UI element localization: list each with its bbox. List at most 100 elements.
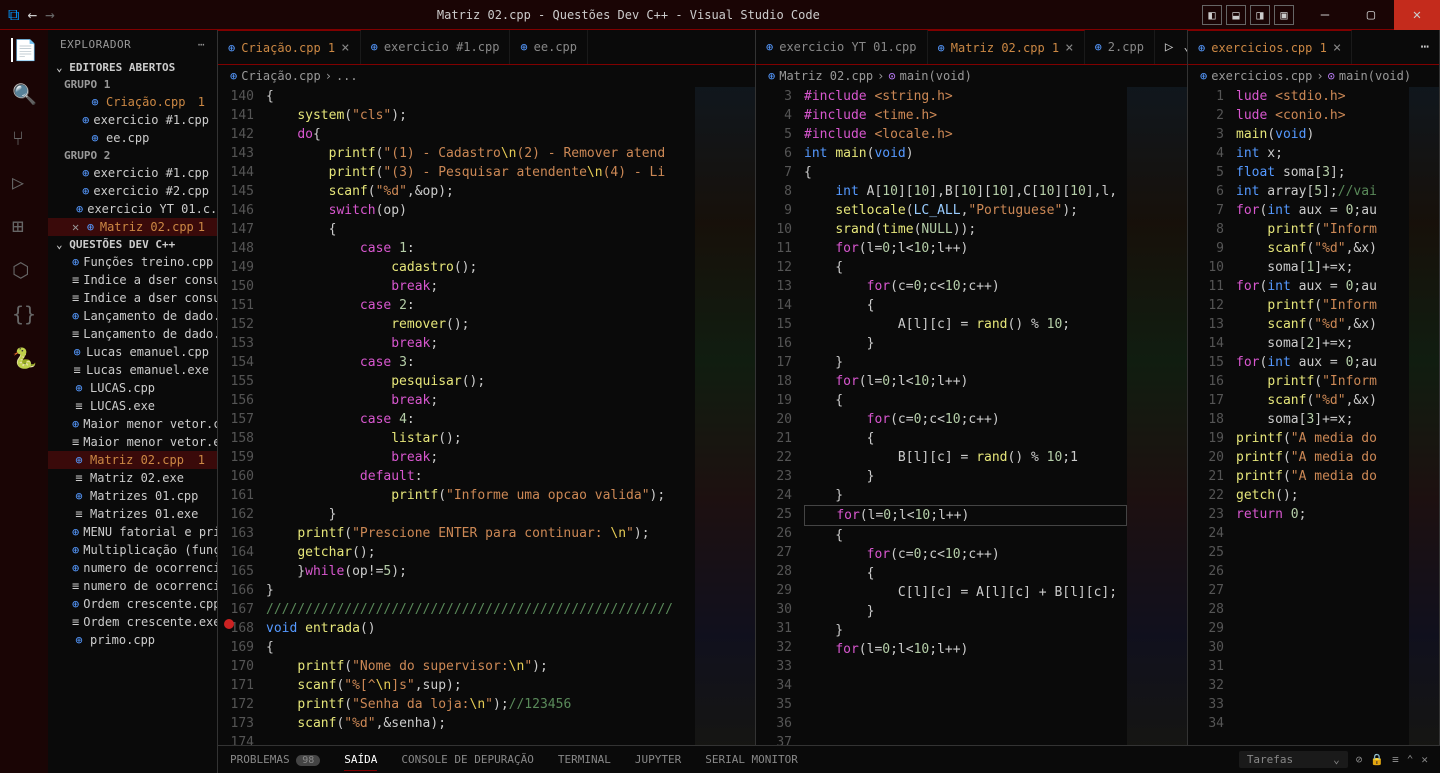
sidebar-item[interactable]: ⊕LUCAS.cpp (48, 379, 217, 397)
close-icon[interactable]: ✕ (72, 220, 81, 234)
layout-icon[interactable]: ⬓ (1226, 5, 1246, 25)
list-icon[interactable]: ≡ (1392, 753, 1399, 766)
debug-icon[interactable]: ▷ (12, 170, 36, 194)
sidebar-item[interactable]: ⊕primo.cpp (48, 631, 217, 649)
sidebar-item[interactable]: ≡Matriz 02.exe (48, 469, 217, 487)
menu-arrow-icon[interactable]: → (45, 5, 55, 24)
sidebar-item[interactable]: ≡numero de ocorrenci... (48, 577, 217, 595)
sidebar-item[interactable]: ⊕Matrizes 01.cpp (48, 487, 217, 505)
breadcrumb-more[interactable]: ... (336, 69, 358, 83)
panel-tab-output[interactable]: SAÍDA (344, 749, 377, 771)
more-icon[interactable]: ⋯ (1421, 39, 1429, 55)
panel-tab-jupyter[interactable]: JUPYTER (635, 749, 681, 770)
editor-tab[interactable]: ⊕Criação.cpp 1× (218, 30, 361, 64)
sidebar-item[interactable]: ≡Indice a dser consulta... (48, 289, 217, 307)
run-icon[interactable]: ▷ (1165, 39, 1173, 55)
file-name: Matriz 02.exe (90, 471, 184, 485)
tab-label: exercicio YT 01.cpp (779, 40, 916, 54)
lock-icon[interactable]: 🔒 (1370, 753, 1384, 766)
layout-icon[interactable]: ◨ (1250, 5, 1270, 25)
dropdown-icon[interactable]: ⌄ (1183, 39, 1187, 55)
editor-tab[interactable]: ⊕2.cpp (1085, 30, 1155, 64)
sidebar-item[interactable]: ⊕ee.cpp (48, 129, 217, 147)
close-icon[interactable]: × (1065, 40, 1073, 56)
sidebar-item[interactable]: ⊕Lançamento de dado... (48, 307, 217, 325)
close-icon[interactable]: × (341, 40, 349, 56)
tab-label: exercicios.cpp 1 (1211, 41, 1327, 55)
panel-tab-problems[interactable]: PROBLEMAS 98 (230, 749, 320, 770)
minimize-button[interactable]: — (1302, 0, 1348, 30)
file-icon: ⊕ (766, 40, 773, 54)
extensions-icon[interactable]: ⊞ (12, 214, 36, 238)
close-icon[interactable]: × (1333, 40, 1341, 56)
file-name: Matriz 02.cpp (90, 453, 184, 467)
file-icon: ⊕ (72, 345, 82, 359)
sidebar-item[interactable]: ⊕ exercicio #1.cpp (48, 111, 217, 129)
sidebar-item[interactable]: ⊕Funções treino.cpp (48, 253, 217, 271)
minimap[interactable] (1127, 87, 1187, 773)
sidebar-item[interactable]: ⊕Criação.cpp1 (48, 93, 217, 111)
editor-tab[interactable]: ⊕exercicios.cpp 1× (1188, 30, 1352, 64)
panel-tab-debug[interactable]: CONSOLE DE DEPURAÇÃO (401, 749, 533, 770)
editor-tab[interactable]: ⊕ exercicio YT 01.cpp (756, 30, 928, 64)
sidebar-item[interactable]: ≡Matrizes 01.exe (48, 505, 217, 523)
file-name: Indice a dser consulta... (83, 273, 217, 287)
breadcrumb-fn[interactable]: main(void) (900, 69, 972, 83)
sidebar-item[interactable]: ⊕exercicio #1.cpp (48, 164, 217, 182)
sidebar-item[interactable]: ≡ Indice a dser consulta... (48, 271, 217, 289)
python-icon[interactable]: 🐍 (12, 346, 36, 370)
file-name: exercicio #1.cpp (93, 113, 209, 127)
workspace-section[interactable]: ⌄ QUESTÕES DEV C++ (48, 236, 217, 253)
close-icon[interactable]: ✕ (1421, 753, 1428, 766)
sidebar-item[interactable]: ⊕Lucas emanuel.cpp (48, 343, 217, 361)
file-name: exercicio YT 01.c... (87, 202, 217, 216)
search-icon[interactable]: 🔍 (12, 82, 36, 106)
menu-arrow-icon[interactable]: ← (27, 5, 37, 24)
panel-tab-serial[interactable]: SERIAL MONITOR (705, 749, 798, 770)
file-icon: ⊕ (82, 113, 89, 127)
sidebar-item[interactable]: ≡Lucas emanuel.exe (48, 361, 217, 379)
breadcrumb[interactable]: Matriz 02.cpp (779, 69, 873, 83)
brackets-icon[interactable]: {} (12, 302, 36, 326)
sidebar-item[interactable]: ⊕MENU fatorial e prim... (48, 523, 217, 541)
tasks-dropdown[interactable]: Tarefas⌄ (1239, 751, 1348, 768)
sidebar-item[interactable]: ⊕Ordem crescente.cpp (48, 595, 217, 613)
layout-icon[interactable]: ◧ (1202, 5, 1222, 25)
sidebar-item[interactable]: ⊕exercicio #2.cpp (48, 182, 217, 200)
open-editors-section[interactable]: ⌄ EDITORES ABERTOS (48, 59, 217, 76)
sidebar-item[interactable]: ⊕ numero de ocorrenci... (48, 559, 217, 577)
maximize-button[interactable]: ▢ (1348, 0, 1394, 30)
breadcrumb-fn[interactable]: main(void) (1339, 69, 1411, 83)
more-icon[interactable]: ⋯ (198, 38, 205, 51)
sidebar-item[interactable]: ✕⊕Matriz 02.cpp1 (48, 218, 217, 236)
sidebar-item[interactable]: ⊕Matriz 02.cpp1 (48, 451, 217, 469)
sidebar-item[interactable]: ≡LUCAS.exe (48, 397, 217, 415)
sidebar-item[interactable]: ≡Ordem crescente.exe (48, 613, 217, 631)
file-icon: ≡ (72, 273, 79, 287)
editor-tab[interactable]: ⊕ee.cpp (510, 30, 588, 64)
sidebar-item[interactable]: ⊕Multiplicação (funçõe... (48, 541, 217, 559)
close-button[interactable]: ✕ (1394, 0, 1440, 30)
panel-tab-terminal[interactable]: TERMINAL (558, 749, 611, 770)
minimap[interactable] (695, 87, 755, 773)
breadcrumb[interactable]: exercicios.cpp (1211, 69, 1312, 83)
layout-icon[interactable]: ▣ (1274, 5, 1294, 25)
sidebar-item[interactable]: ≡Lançamento de dado... (48, 325, 217, 343)
expand-icon[interactable]: ⌃ (1407, 753, 1414, 766)
file-icon: ≡ (72, 291, 79, 305)
sidebar-item[interactable]: ⊕exercicio YT 01.c... (48, 200, 217, 218)
file-name: numero de ocorrenci... (83, 561, 217, 575)
clear-icon[interactable]: ⊘ (1356, 753, 1363, 766)
explorer-icon[interactable]: 📄 (11, 38, 35, 62)
editor-tab[interactable]: ⊕exercicio #1.cpp (361, 30, 511, 64)
file-icon: ⊕ (72, 561, 79, 575)
breadcrumb[interactable]: Criação.cpp (241, 69, 320, 83)
file-icon: ≡ (72, 615, 79, 629)
sidebar-item[interactable]: ⊕Maior menor vetor.cpp (48, 415, 217, 433)
file-icon: ⊕ (938, 41, 945, 55)
remote-icon[interactable]: ⬡ (12, 258, 36, 282)
editor-tab[interactable]: ⊕Matriz 02.cpp 1× (928, 30, 1085, 64)
source-control-icon[interactable]: ⑂ (12, 126, 36, 150)
minimap[interactable] (1409, 87, 1439, 773)
sidebar-item[interactable]: ≡Maior menor vetor.exe (48, 433, 217, 451)
